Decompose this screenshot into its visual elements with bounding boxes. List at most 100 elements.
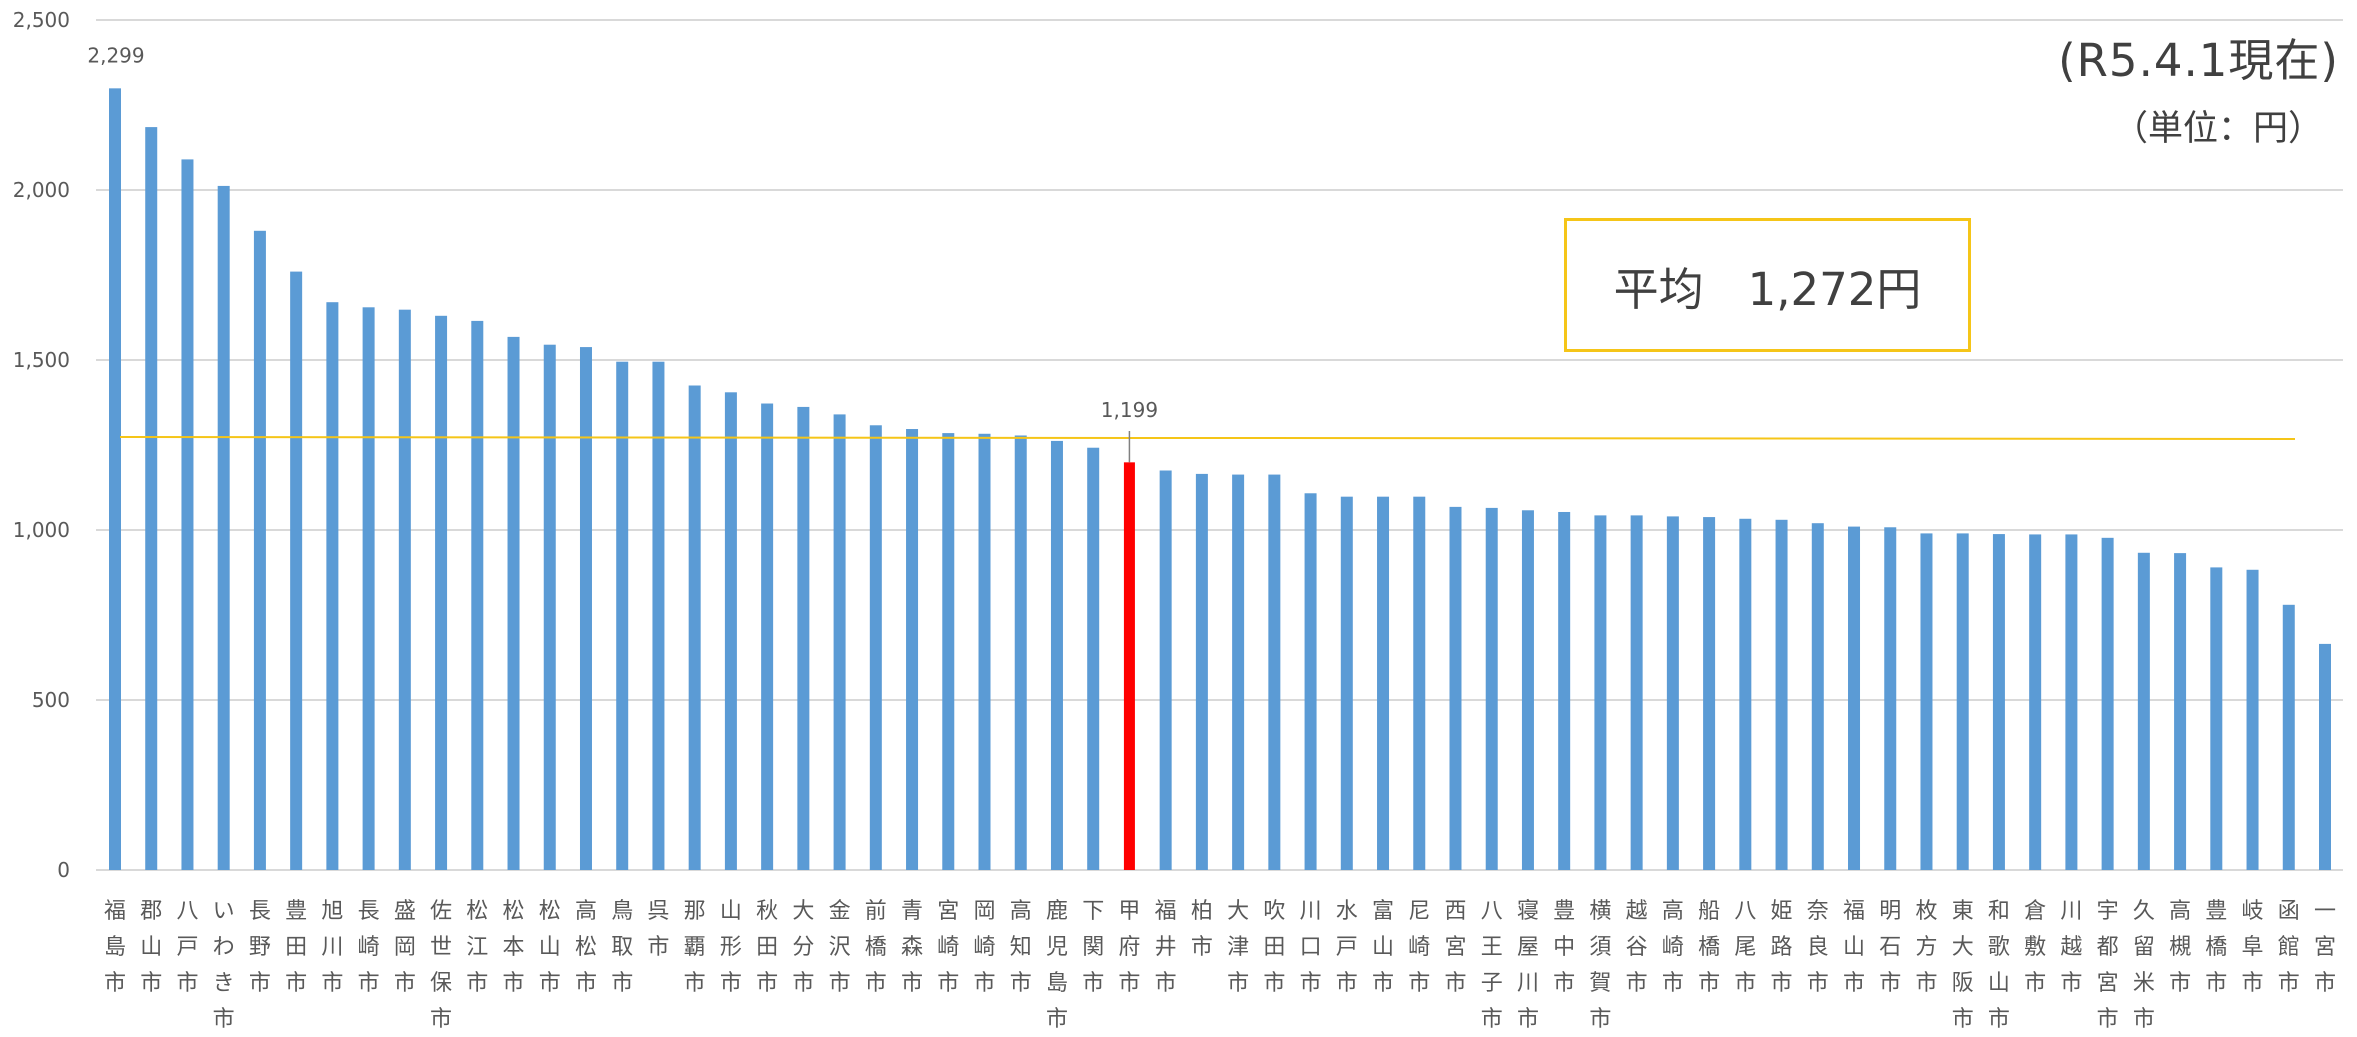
bar: [1159, 470, 1172, 870]
x-tick-label-char: 市: [684, 971, 706, 996]
x-tick-label-char: 鳥: [611, 899, 633, 924]
x-tick-label-char: 市: [1227, 971, 1249, 996]
x-tick-label-char: 敷: [2024, 935, 2046, 960]
x-tick-label-char: 市: [1444, 971, 1466, 996]
x-tick-label-char: 市: [1263, 971, 1285, 996]
x-tick-label-char: 槻: [2169, 935, 2191, 960]
x-tick-label-char: 八: [1734, 899, 1756, 924]
x-tick-label-char: 横: [1589, 899, 1611, 924]
x-tick-label-char: 歌: [1988, 935, 2010, 960]
x-tick-label-char: 市: [104, 971, 126, 996]
bar: [543, 344, 556, 870]
bar: [869, 425, 882, 870]
x-tick-label-char: 市: [865, 971, 887, 996]
x-tick-label-char: 高: [1662, 899, 1684, 924]
x-tick-label-char: 岐: [2242, 899, 2264, 924]
x-tick-label-char: 中: [1553, 935, 1575, 960]
x-tick-label-char: 柏: [1191, 899, 1213, 924]
x-tick-label-char: 松: [575, 935, 597, 960]
x-tick-label-char: 市: [2060, 971, 2082, 996]
x-tick-label-char: 形: [720, 935, 742, 960]
x-tick-label-char: 秋: [756, 899, 778, 924]
y-axis-ticks: 0 500 1,000 1,500 2,000 2,500: [13, 8, 70, 882]
x-tick-label-char: 森: [901, 935, 923, 960]
bar: [181, 159, 194, 870]
x-tick-label-char: 川: [2060, 899, 2082, 924]
x-tick-label-char: 取: [611, 935, 633, 960]
x-tick-label-char: 阜: [2242, 935, 2264, 960]
x-tick-label-char: 島: [104, 935, 126, 960]
x-tick-label-char: 尾: [1734, 935, 1756, 960]
x-tick-label-char: 市: [1517, 1007, 1539, 1032]
x-tick-label-char: 高: [2169, 899, 2191, 924]
x-tick-label-char: 井: [1155, 935, 1177, 960]
x-tick-label-char: 館: [2278, 935, 2300, 960]
bar: [1884, 527, 1897, 870]
x-tick-label-char: 市: [1952, 1007, 1974, 1032]
x-tick-label-char: 川: [1300, 899, 1322, 924]
x-tick-label-char: 王: [1481, 935, 1503, 960]
bar: [1920, 533, 1933, 870]
x-tick-label-char: 知: [1010, 935, 1032, 960]
bar: [362, 307, 375, 870]
x-tick-label-char: 尼: [1408, 899, 1430, 924]
x-tick-label-char: 和: [1988, 899, 2010, 924]
x-tick-label-char: 長: [249, 899, 271, 924]
x-tick-label-char: 市: [901, 971, 923, 996]
bar: [1739, 518, 1752, 870]
average-callout-box: 平均 1,272円: [1564, 218, 1971, 352]
bar: [471, 320, 484, 870]
x-tick-label-char: 久: [2133, 899, 2155, 924]
bar: [1594, 515, 1607, 870]
x-tick-label-char: 高: [575, 899, 597, 924]
x-tick-label-char: 市: [575, 971, 597, 996]
x-tick-label-char: 市: [1046, 1007, 1068, 1032]
x-tick-label-char: 豊: [2205, 899, 2227, 924]
x-tick-label-char: 市: [974, 971, 996, 996]
x-tick-label-char: 橋: [2205, 935, 2227, 960]
bar: [2282, 604, 2295, 870]
x-tick-label-char: 市: [1589, 1007, 1611, 1032]
x-tick-label-char: 市: [1626, 971, 1648, 996]
x-tick-label-char: 覇: [684, 935, 706, 960]
bar: [1377, 496, 1390, 870]
x-tick-label-char: 崎: [1408, 935, 1430, 960]
bar: [1195, 473, 1208, 870]
bar: [1558, 511, 1571, 870]
bar: [507, 336, 520, 870]
data-labels: 2,299 1,199: [87, 43, 1158, 463]
x-tick-label-char: 市: [1879, 971, 1901, 996]
x-tick-label-char: 甲: [1118, 899, 1140, 924]
x-tick-label-char: 崎: [358, 935, 380, 960]
x-tick-label-char: 大: [1952, 935, 1974, 960]
unit-note: （単位：円）: [2112, 109, 2323, 149]
x-tick-label-char: 市: [1155, 971, 1177, 996]
x-tick-label-char: 函: [2278, 899, 2300, 924]
x-tick-label-char: 島: [1046, 971, 1068, 996]
x-tick-label-char: 倉: [2024, 899, 2046, 924]
x-tick-label-char: 市: [1010, 971, 1032, 996]
x-tick-label-char: 一: [2314, 899, 2336, 924]
x-tick-label-char: 呉: [647, 899, 669, 924]
x-tick-label-char: 崎: [1662, 935, 1684, 960]
x-tick-label-char: 旭: [321, 899, 343, 924]
x-tick-label-char: 奈: [1807, 899, 1829, 924]
x-tick-label-char: 金: [829, 899, 851, 924]
bar: [145, 127, 158, 871]
x-tick-label-char: わ: [213, 935, 235, 960]
x-tick-label-char: 府: [1118, 935, 1140, 960]
x-tick-label-char: 岡: [974, 899, 996, 924]
x-tick-label-char: 子: [1481, 971, 1503, 996]
x-tick-label-char: 長: [358, 899, 380, 924]
x-tick-label-char: 市: [611, 971, 633, 996]
x-tick-label-char: 橋: [1698, 935, 1720, 960]
x-tick-label-char: 市: [1118, 971, 1140, 996]
bar: [978, 433, 991, 870]
x-tick-label-char: 船: [1698, 899, 1720, 924]
x-tick-label-char: 宮: [937, 899, 959, 924]
bar: [1775, 519, 1788, 870]
x-tick-label-char: 西: [1444, 899, 1466, 924]
bar: [1449, 506, 1462, 870]
x-tick-label-char: 崎: [937, 935, 959, 960]
